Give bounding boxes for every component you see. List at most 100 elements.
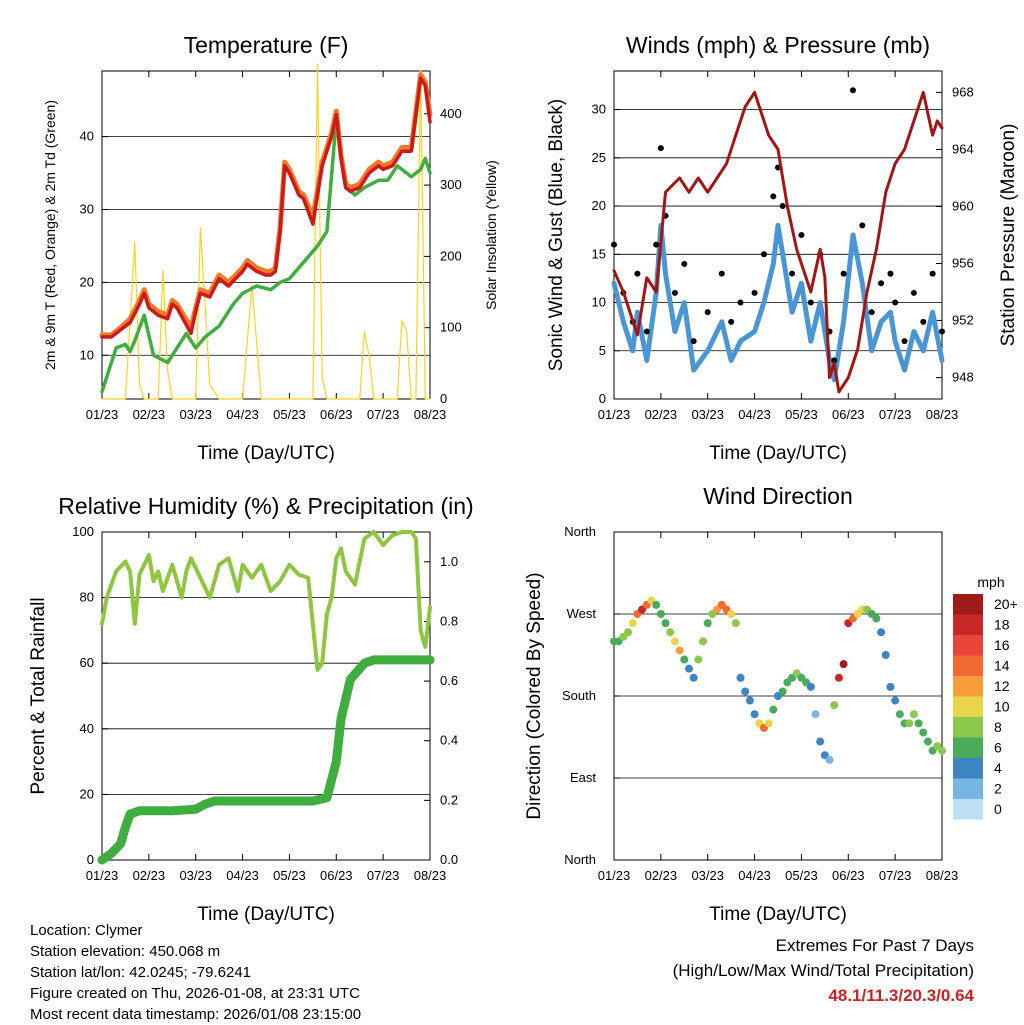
- colorbar-swatch: [953, 696, 983, 717]
- direction-point: [745, 696, 754, 705]
- chart-title: Wind Direction: [703, 483, 853, 509]
- winds-pressure-panel: 0 5 10 15 20 25 30 948 952 956 960 964 968 01/23 02/23…: [546, 32, 1019, 464]
- direction-point: [656, 610, 665, 618]
- direction-point: [895, 710, 904, 719]
- direction-point: [923, 737, 932, 746]
- y-tick-label: 20: [592, 198, 606, 213]
- y-tick-label: 5: [599, 343, 606, 358]
- wind-speed-colorbar: mph 20+ 18 16 14 12 10 8 6 4 2 0: [953, 574, 1018, 820]
- y-tick-label: 0: [599, 391, 606, 406]
- y2-tick-label: 968: [952, 84, 974, 99]
- y-tick-label: 20: [80, 786, 94, 801]
- y2-tick-label: 100: [440, 320, 462, 335]
- series-2m-dewpoint: [100, 116, 432, 394]
- x-axis-title: Time (Day/UTC): [709, 443, 847, 464]
- gust-point: [892, 299, 899, 306]
- x-tick-label: 04/23: [226, 407, 259, 422]
- plot-frame: [613, 70, 943, 400]
- station-location: Location: Clymer: [30, 922, 143, 939]
- direction-point: [628, 619, 637, 628]
- direction-point: [816, 737, 825, 746]
- series-relative-humidity: [100, 530, 432, 672]
- x-axis-title: Time (Day/UTC): [197, 904, 335, 925]
- colorbar-label: 10: [994, 699, 1010, 715]
- gust-point: [728, 318, 735, 325]
- x-tick-label: 04/23: [738, 868, 771, 883]
- x-axis-title: Time (Day/UTC): [197, 443, 335, 464]
- x-tick-label: 03/23: [179, 407, 212, 422]
- gust-point: [798, 232, 805, 238]
- y2-tick-label: 0.4: [440, 733, 458, 748]
- colorbar-swatch: [953, 676, 983, 697]
- x-tick-label: 01/23: [598, 868, 631, 883]
- x-tick-label: 08/23: [926, 407, 959, 422]
- y2-axis-title: Station Pressure (Maroon): [998, 124, 1019, 347]
- plot-frame: [613, 531, 943, 861]
- plot-frame: [101, 531, 431, 861]
- y-tick-label: West: [567, 606, 597, 621]
- direction-point: [872, 614, 881, 623]
- gust-point: [770, 193, 777, 200]
- y2-tick-label: 200: [440, 248, 462, 263]
- y2-tick-label: 0.0: [440, 852, 458, 867]
- y-axis-title: Direction (Colored By Speed): [524, 572, 545, 819]
- x-tick-label: 08/23: [926, 868, 959, 883]
- direction-point: [919, 728, 928, 737]
- direction-point: [834, 673, 843, 682]
- direction-point: [727, 610, 736, 618]
- chart-title: Winds (mph) & Pressure (mb): [626, 32, 930, 58]
- colorbar-swatch: [953, 778, 983, 799]
- y-tick-label: 30: [80, 201, 94, 216]
- x-tick-label: 05/23: [785, 868, 818, 883]
- y2-tick-label: 1.0: [440, 554, 458, 569]
- gust-point: [840, 270, 847, 277]
- x-tick-label: 02/23: [645, 868, 678, 883]
- direction-point: [830, 701, 839, 710]
- y2-tick-label: 952: [952, 313, 974, 328]
- colorbar-label: 14: [994, 658, 1010, 674]
- colorbar-swatch: [953, 594, 983, 615]
- series-station-pressure: [612, 90, 944, 394]
- gust-point: [653, 241, 660, 248]
- x-axis-title: Time (Day/UTC): [709, 904, 847, 925]
- direction-point: [891, 696, 900, 705]
- direction-point: [764, 719, 773, 728]
- x-tick-label: 02/23: [133, 407, 166, 422]
- extremes-values: 48.1/11.3/20.3/0.64: [828, 986, 974, 1005]
- gust-point: [868, 309, 875, 316]
- x-tick-label: 03/23: [691, 407, 724, 422]
- colorbar-label: 0: [994, 801, 1002, 817]
- x-tick-label: 04/23: [738, 407, 771, 422]
- x-tick-label: 01/23: [86, 868, 119, 883]
- y-tick-label: 100: [72, 524, 94, 539]
- x-tick-label: 05/23: [273, 407, 306, 422]
- x-tick-label: 06/23: [320, 868, 353, 883]
- gust-point: [657, 145, 664, 152]
- gust-point: [737, 299, 744, 306]
- x-tick-label: 06/23: [320, 407, 353, 422]
- y-tick-label: North: [564, 524, 596, 539]
- direction-point: [666, 628, 675, 637]
- direction-point: [689, 673, 698, 682]
- y2-tick-label: 956: [952, 256, 974, 271]
- gust-point: [718, 270, 725, 277]
- direction-point: [675, 646, 684, 655]
- x-tick-label: 01/23: [86, 407, 119, 422]
- station-elevation: Station elevation: 450.068 m: [30, 943, 221, 960]
- colorbar-swatch: [953, 758, 983, 779]
- gust-point: [887, 270, 894, 277]
- extremes-subtitle: (High/Low/Max Wind/Total Precipitation): [672, 961, 974, 980]
- direction-point: [811, 710, 820, 719]
- gust-point: [671, 289, 678, 296]
- y-tick-label: 20: [80, 274, 94, 289]
- x-tick-label: 06/23: [832, 407, 865, 422]
- chart-title: Temperature (F): [184, 32, 349, 58]
- colorbar-label: 16: [994, 637, 1010, 653]
- y2-axis-title: Solar Insolation (Yellow): [483, 160, 499, 310]
- y2-tick-label: 0: [440, 391, 447, 406]
- colorbar-swatch: [953, 655, 983, 676]
- x-tick-label: 04/23: [226, 868, 259, 883]
- x-tick-label: 02/23: [645, 407, 678, 422]
- y2-tick-label: 960: [952, 198, 974, 213]
- gust-point: [901, 338, 908, 345]
